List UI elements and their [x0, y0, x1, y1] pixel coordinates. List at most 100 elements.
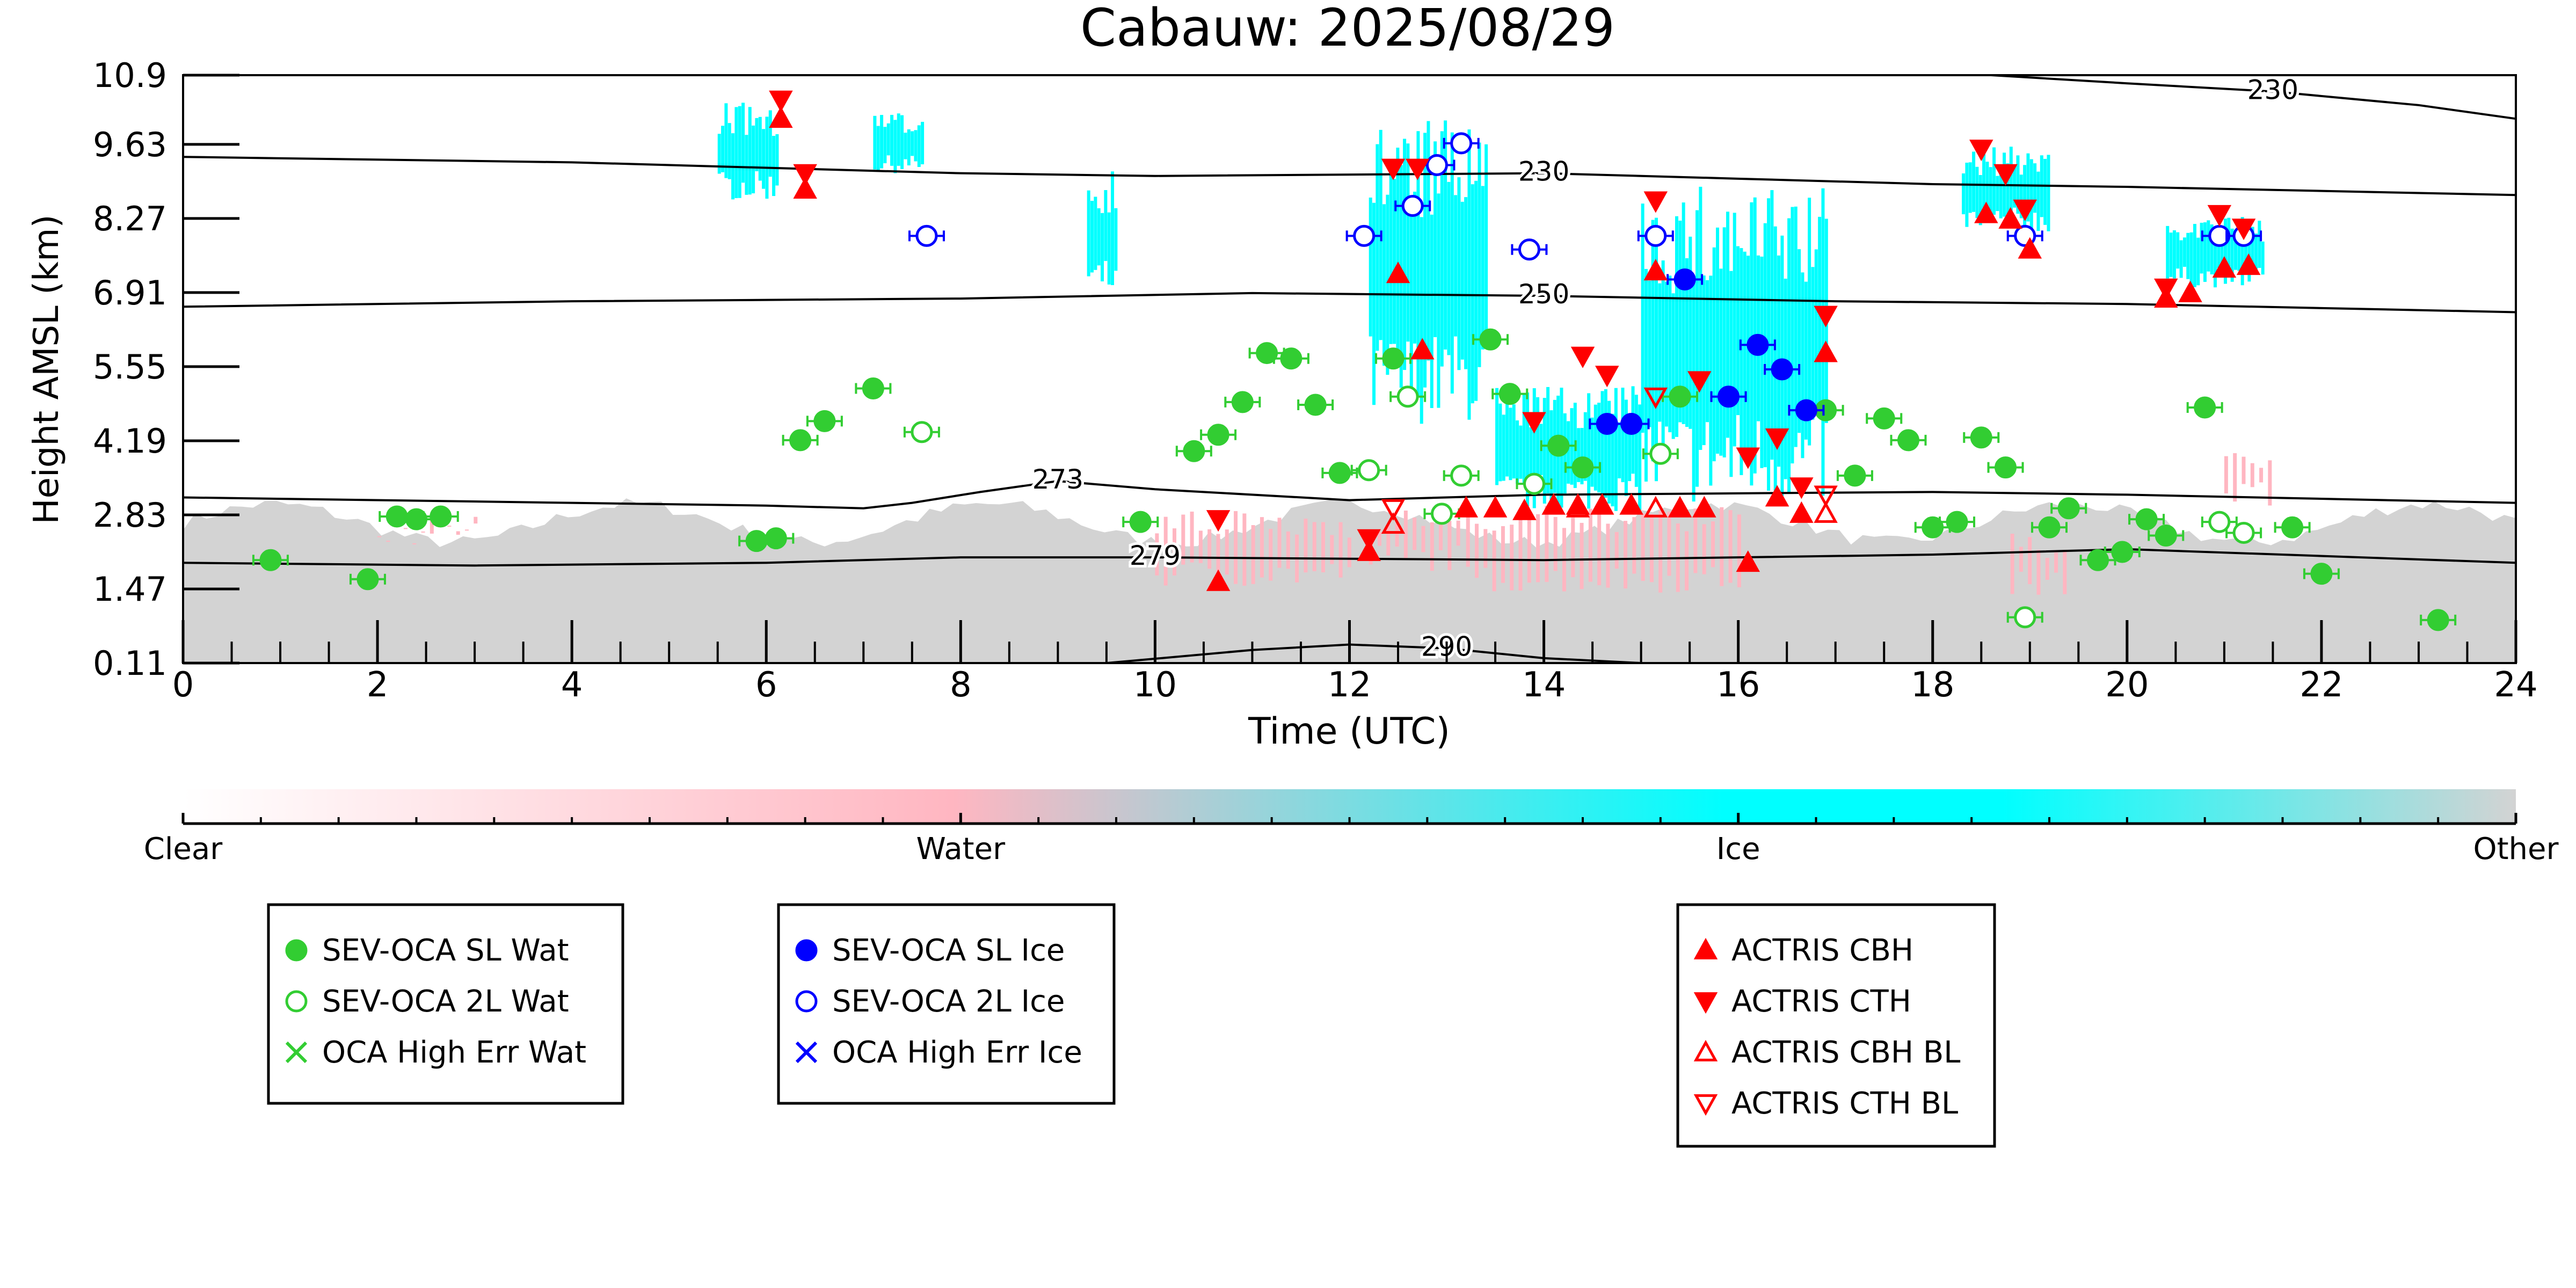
ice-phase-column — [1791, 207, 1794, 464]
ice-phase-column — [1716, 227, 1720, 454]
ice-phase-column — [1509, 407, 1512, 481]
ice-phase-column — [1975, 166, 1979, 218]
ice-phase-column — [1369, 197, 1372, 337]
actris-cth-marker — [1687, 371, 1712, 393]
ice-phase-column — [2036, 171, 2040, 231]
water-phase-column — [1338, 522, 1343, 578]
sev-oca-2l-wat-marker — [911, 421, 933, 443]
legend-marker — [285, 990, 308, 1013]
ice-phase-column — [1502, 414, 1505, 481]
actris-cth-bl-marker — [1814, 485, 1838, 507]
ice-phase-column — [1722, 227, 1726, 457]
ice-phase-column — [1396, 148, 1400, 361]
ice-phase-column — [1675, 216, 1678, 437]
legend-label: OCA High Err Ice — [832, 1035, 1082, 1070]
water-phase-column — [1421, 526, 1425, 552]
water-phase-column — [2054, 552, 2058, 573]
ice-phase-column — [880, 115, 884, 169]
ice-phase-column — [1712, 247, 1716, 462]
ice-phase-column — [1406, 143, 1410, 342]
ice-phase-column — [2196, 237, 2200, 286]
water-phase-column — [456, 531, 460, 535]
sev-oca-2l-ice-marker — [1644, 224, 1667, 247]
ice-phase-column — [762, 129, 766, 189]
actris-cbh-marker — [1512, 498, 1537, 520]
actris-cbh-marker — [1590, 493, 1614, 515]
ice-phase-column — [1440, 131, 1444, 367]
ice-phase-column — [1526, 392, 1530, 507]
ice-phase-column — [721, 126, 725, 172]
x-tick-label: 24 — [2494, 665, 2537, 705]
legend-frame — [267, 903, 624, 1105]
ice-phase-column — [1641, 203, 1644, 433]
ice-phase-column — [2193, 224, 2196, 287]
water-phase-column — [1163, 516, 1168, 586]
water-phase-column — [1234, 511, 1238, 584]
ice-phase-column — [1376, 144, 1379, 351]
water-phase-column — [1518, 516, 1523, 591]
y-axis-label: Height AMSL (km) — [27, 215, 67, 525]
water-phase-column — [1597, 506, 1602, 586]
legend-marker — [795, 990, 818, 1013]
sev-oca-sl-wat-marker — [1669, 385, 1691, 408]
ice-phase-column — [904, 133, 907, 159]
isotherm-label: 273 — [1032, 464, 1083, 495]
water-phase-column — [1347, 537, 1351, 567]
water-phase-column — [1737, 514, 1741, 587]
ice-phase-column — [765, 117, 769, 199]
water-phase-column — [1667, 511, 1671, 576]
ice-phase-column — [724, 103, 728, 178]
sev-oca-sl-wat-marker — [2057, 497, 2080, 520]
actris-cbh-marker — [793, 177, 817, 199]
water-phase-column — [2268, 460, 2272, 506]
actris-cbh-bl-marker — [1566, 496, 1590, 518]
actris-cth-marker — [1969, 140, 1993, 162]
sev-oca-2l-ice-marker — [1425, 154, 1448, 176]
ice-phase-column — [1689, 236, 1692, 429]
water-phase-column — [1403, 510, 1408, 558]
sev-oca-2l-ice-marker — [1401, 195, 1424, 217]
actris-cbh-marker — [1454, 496, 1478, 518]
water-phase-column — [1658, 511, 1663, 593]
water-phase-column — [1304, 518, 1308, 573]
ice-phase-column — [1423, 133, 1427, 388]
water-phase-column — [1439, 513, 1443, 550]
isotherm-line — [183, 548, 2516, 567]
sev-oca-sl-wat-marker — [1873, 407, 1895, 430]
legend-marker — [795, 1041, 818, 1064]
actris-cbh-marker — [1410, 338, 1435, 360]
ice-phase-column — [2261, 241, 2265, 275]
ice-phase-column — [2200, 222, 2203, 274]
actris-cbh-marker — [1643, 259, 1668, 281]
ice-phase-column — [2227, 217, 2231, 267]
ice-phase-column — [1536, 397, 1540, 476]
ice-phase-column — [1427, 121, 1430, 361]
water-phase-column — [1475, 523, 1479, 578]
ice-phase-column — [748, 107, 752, 195]
ice-phase-column — [772, 136, 776, 197]
water-phase-column — [1571, 518, 1575, 578]
ice-phase-column — [2207, 220, 2210, 272]
water-phase-column — [2010, 534, 2014, 594]
ice-phase-column — [1542, 398, 1546, 504]
ice-phase-column — [1450, 132, 1454, 394]
sev-oca-2l-wat-marker — [2232, 521, 2255, 544]
y-tick-label: 9.63 — [93, 125, 167, 164]
actris-cbh-marker — [1765, 485, 1789, 507]
ice-phase-column — [768, 110, 772, 177]
sev-oca-sl-wat-marker — [1970, 426, 1992, 449]
ice-phase-column — [1420, 217, 1423, 424]
water-phase-column — [1190, 511, 1194, 563]
ice-phase-column — [1999, 166, 2003, 219]
y-tick-label: 10.9 — [93, 56, 167, 95]
sev-oca-sl-wat-marker — [1256, 342, 1278, 365]
sev-oca-sl-ice-marker — [1718, 385, 1740, 408]
ice-phase-column — [900, 115, 904, 169]
ice-phase-column — [1989, 167, 1992, 216]
ice-phase-column — [1685, 258, 1689, 427]
ice-phase-column — [1624, 399, 1628, 496]
water-phase-column — [2250, 463, 2254, 487]
water-phase-column — [1553, 516, 1558, 571]
water-phase-column — [1483, 529, 1488, 568]
water-phase-column — [1198, 530, 1203, 563]
